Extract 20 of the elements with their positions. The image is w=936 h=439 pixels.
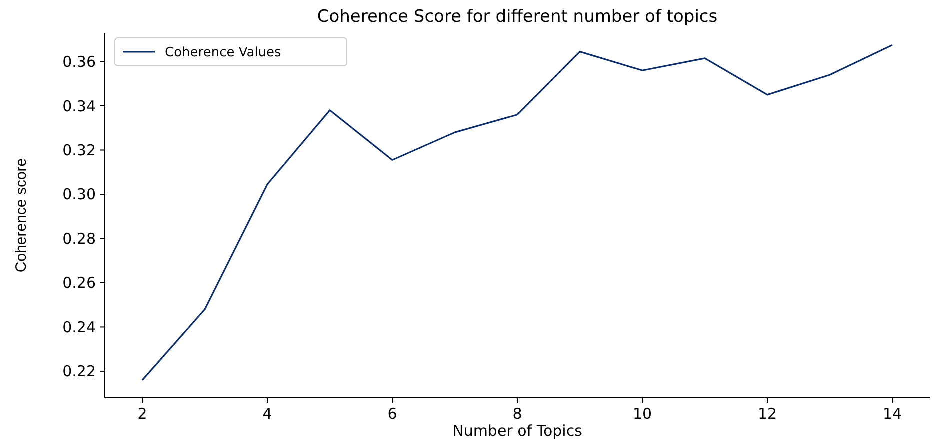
- y-tick-label: 0.26: [62, 274, 96, 292]
- x-tick-label: 8: [512, 405, 522, 423]
- chart-title: Coherence Score for different number of topics: [317, 7, 718, 27]
- y-tick-label: 0.22: [62, 362, 96, 381]
- legend-label: Coherence Values: [165, 46, 282, 61]
- x-tick-label: 10: [632, 405, 652, 423]
- x-tick-label: 12: [758, 405, 778, 423]
- y-axis-title: Coherence score: [13, 158, 30, 273]
- y-tick-label: 0.24: [62, 318, 96, 336]
- y-tick-label: 0.32: [62, 141, 96, 160]
- y-tick-label: 0.28: [62, 230, 96, 248]
- x-tick-label: 4: [262, 405, 272, 423]
- y-tick-label: 0.34: [62, 97, 96, 116]
- x-tick-label: 6: [388, 405, 398, 423]
- x-tick-label: 14: [882, 405, 902, 423]
- y-tick-label: 0.30: [62, 186, 96, 204]
- x-tick-label: 2: [138, 405, 148, 423]
- x-axis-title: Number of Topics: [452, 422, 583, 439]
- line-series: [142, 44, 894, 382]
- y-tick-label: 0.36: [62, 53, 96, 72]
